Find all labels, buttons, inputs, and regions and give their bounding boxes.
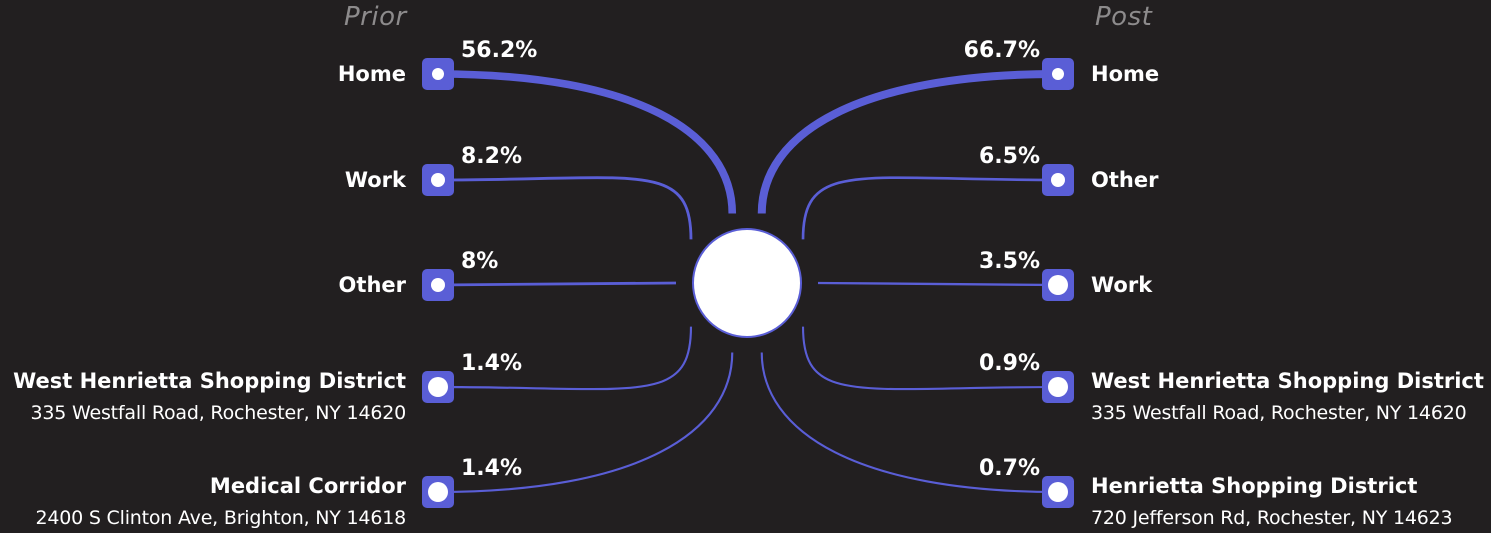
prior-link-2 (437, 281, 677, 287)
center-hub (692, 228, 802, 338)
prior-percent-4: 1.4% (461, 456, 523, 481)
post-node-3[interactable] (1042, 371, 1074, 403)
prior-label-0: Home (337, 62, 406, 86)
prior-link-3 (437, 326, 693, 391)
post-node-4[interactable] (1042, 476, 1074, 508)
prior-node-dot-1 (431, 173, 445, 187)
prior-address-4: 2400 S Clinton Ave, Brighton, NY 14618 (35, 507, 406, 529)
post-node-dot-3 (1048, 377, 1068, 397)
post-node-dot-1 (1051, 173, 1065, 187)
prior-percent-2: 8% (461, 249, 499, 274)
prior-label-2: Other (338, 273, 406, 297)
post-label-2: Work (1091, 273, 1153, 297)
prior-node-2[interactable] (422, 269, 454, 301)
prior-node-1[interactable] (422, 164, 454, 196)
prior-percent-3: 1.4% (461, 351, 523, 376)
prior-node-3[interactable] (422, 371, 454, 403)
post-percent-3: 0.9% (978, 351, 1040, 376)
post-header: Post (1095, 2, 1153, 32)
post-link-0 (757, 70, 1059, 214)
post-percent-0: 66.7% (963, 38, 1040, 63)
post-node-dot-2 (1048, 275, 1068, 295)
post-label-0: Home (1091, 62, 1160, 86)
prior-node-dot-3 (428, 377, 448, 397)
post-label-4: Henrietta Shopping District (1091, 474, 1418, 498)
prior-link-0 (437, 70, 737, 214)
prior-node-dot-4 (428, 482, 448, 502)
prior-node-4[interactable] (422, 476, 454, 508)
prior-address-3: 335 Westfall Road, Rochester, NY 14620 (30, 402, 407, 424)
prior-header: Prior (344, 2, 407, 32)
post-label-3: West Henrietta Shopping District (1091, 369, 1484, 393)
prior-node-dot-0 (432, 68, 444, 80)
post-node-2[interactable] (1042, 269, 1074, 301)
post-address-4: 720 Jefferson Rd, Rochester, NY 14623 (1091, 507, 1453, 529)
post-node-dot-0 (1052, 68, 1064, 80)
prior-node-0[interactable] (422, 58, 454, 90)
post-link-2 (817, 281, 1059, 287)
prior-label-1: Work (344, 168, 406, 192)
post-percent-2: 3.5% (978, 249, 1040, 274)
post-percent-1: 6.5% (978, 144, 1040, 169)
prior-link-1 (437, 176, 693, 240)
prior-label-3: West Henrietta Shopping District (13, 369, 406, 393)
post-node-0[interactable] (1042, 58, 1074, 90)
prior-link-4 (437, 352, 734, 494)
post-node-1[interactable] (1042, 164, 1074, 196)
prior-label-4: Medical Corridor (209, 474, 406, 498)
post-link-4 (760, 352, 1059, 494)
post-link-1 (801, 176, 1059, 240)
post-label-1: Other (1091, 168, 1159, 192)
post-node-dot-4 (1048, 482, 1068, 502)
prior-percent-0: 56.2% (461, 38, 538, 63)
prior-percent-1: 8.2% (461, 144, 523, 169)
post-link-3 (801, 326, 1059, 391)
post-percent-4: 0.7% (978, 456, 1040, 481)
prior-node-dot-2 (431, 278, 445, 292)
post-address-3: 335 Westfall Road, Rochester, NY 14620 (1091, 402, 1467, 424)
